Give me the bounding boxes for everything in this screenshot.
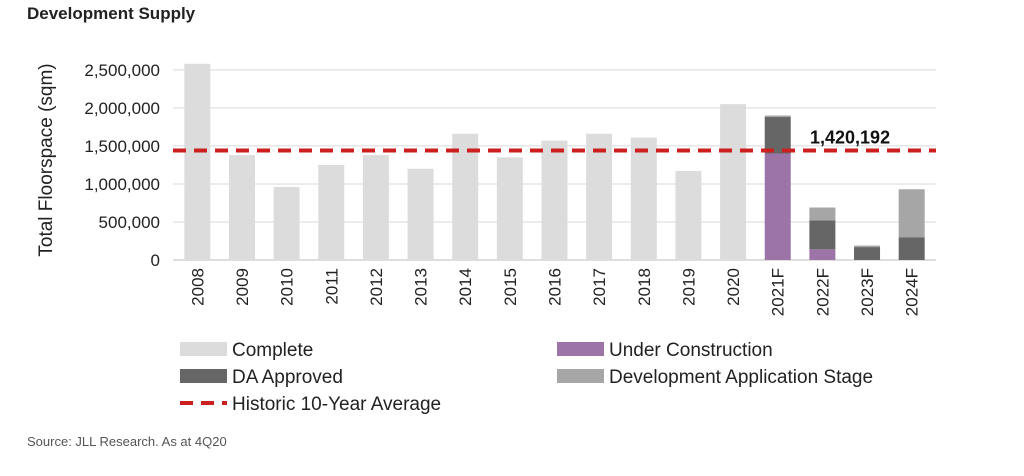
bar-segment <box>764 117 791 154</box>
x-tick-label: 2023F <box>858 268 877 316</box>
average-value-label: 1,420,192 <box>810 127 890 147</box>
bar-segment <box>496 157 523 260</box>
bar-segment <box>764 115 791 118</box>
x-tick-label: 2009 <box>233 268 252 306</box>
bar-segment <box>318 164 345 260</box>
x-tick-label: 2018 <box>635 268 654 306</box>
legend-label: Development Application Stage <box>609 367 873 388</box>
x-tick-label: 2020 <box>724 268 743 306</box>
bar-segment <box>809 249 836 260</box>
x-tick-label: 2021F <box>769 268 788 316</box>
bar-segment <box>720 104 747 260</box>
x-tick-label: 2014 <box>456 268 475 306</box>
bar-segment <box>809 220 836 250</box>
bar-segment <box>675 171 702 260</box>
y-tick-label: 500,000 <box>99 213 160 232</box>
bar-segment <box>586 133 613 260</box>
legend-label: Complete <box>232 340 313 361</box>
legend-label: Under Construction <box>609 340 773 361</box>
source-note: Source: JLL Research. As at 4Q20 <box>27 434 227 449</box>
bar-segment <box>407 168 434 260</box>
legend-swatch <box>180 342 227 356</box>
x-tick-label: 2019 <box>679 268 698 306</box>
x-tick-label: 2015 <box>501 268 520 306</box>
bar-segment <box>630 137 657 260</box>
bar-segment <box>898 237 925 260</box>
legend-label: DA Approved <box>232 367 343 388</box>
x-tick-label: 2012 <box>367 268 386 306</box>
average-line-group: 1,420,192 <box>173 127 936 153</box>
x-tick-label: 2013 <box>412 268 431 306</box>
bar-segment <box>809 207 836 221</box>
bar-segment <box>898 189 925 238</box>
y-axis-ticks: 0 500,000 1,000,000 1,500,000 2,000,000 2,500… <box>84 61 160 270</box>
bar-segment <box>854 247 881 260</box>
x-tick-label: 2016 <box>546 268 565 306</box>
bar-segment <box>854 245 881 248</box>
chart-title: Development Supply <box>27 4 196 23</box>
x-tick-label: 2022F <box>813 268 832 316</box>
x-axis-ticks: 2008 2009 2010 2011 2012 2013 2014 2015 2016 2017… <box>188 268 921 316</box>
y-tick-label: 2,000,000 <box>84 99 160 118</box>
bar-segment <box>764 153 791 260</box>
x-tick-label: 2010 <box>278 268 297 306</box>
bar-segment <box>541 140 568 260</box>
x-tick-label: 2017 <box>590 268 609 306</box>
bars <box>184 63 925 261</box>
y-tick-label: 1,000,000 <box>84 175 160 194</box>
x-tick-label: 2024F <box>903 268 922 316</box>
y-tick-label: 2,500,000 <box>84 61 160 80</box>
legend-label: Historic 10-Year Average <box>232 394 441 415</box>
bar-segment <box>273 186 300 260</box>
legend-swatch <box>180 369 227 383</box>
legend-swatch <box>557 369 604 383</box>
bar-segment <box>228 155 255 260</box>
legend: Complete Under Construction DA Approved Dev… <box>180 340 873 415</box>
y-tick-label: 1,500,000 <box>84 137 160 156</box>
x-tick-label: 2008 <box>188 268 207 306</box>
bar-segment <box>452 133 479 260</box>
y-tick-label: 0 <box>151 251 160 270</box>
bar-segment <box>184 63 211 261</box>
y-axis-label: Total Floorspace (sqm) <box>36 63 57 256</box>
bar-segment <box>362 155 389 260</box>
legend-swatch <box>557 342 604 356</box>
x-tick-label: 2011 <box>322 268 341 305</box>
